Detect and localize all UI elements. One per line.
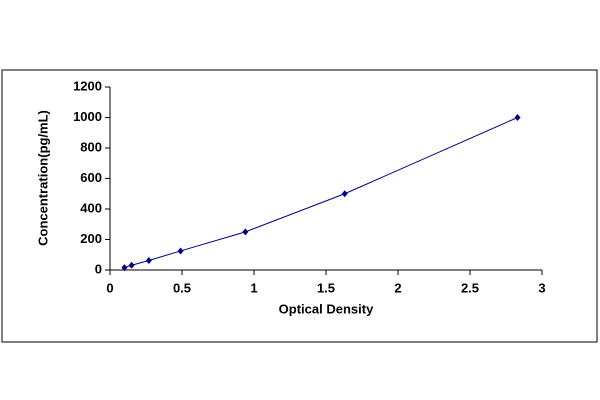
data-point: [177, 247, 184, 255]
y-tick-label: 200: [80, 231, 102, 246]
data-point: [121, 264, 128, 272]
data-point: [128, 261, 135, 269]
data-point: [514, 114, 521, 121]
x-tick-label: 0.5: [173, 280, 191, 295]
data-point: [242, 228, 249, 236]
x-tick-label: 0: [106, 280, 113, 295]
y-tick-label: 1000: [73, 109, 102, 124]
x-tick-label: 2: [394, 280, 401, 295]
x-tick-label: 1.5: [317, 280, 335, 295]
y-tick-label: 0: [95, 261, 102, 276]
y-axis-label: Concentration(pg/mL): [35, 110, 50, 246]
y-tick-label: 1200: [73, 78, 102, 93]
y-tick-label: 800: [80, 139, 102, 154]
chart-frame: [1, 69, 598, 343]
x-axis-label: Optical Density: [279, 301, 374, 316]
data-point: [145, 256, 152, 264]
x-tick-label: 1: [250, 280, 257, 295]
data-point: [341, 190, 348, 198]
y-tick-label: 400: [80, 200, 102, 215]
x-tick-label: 3: [538, 280, 545, 295]
x-tick-label: 2.5: [461, 280, 479, 295]
y-tick-label: 600: [80, 170, 102, 185]
